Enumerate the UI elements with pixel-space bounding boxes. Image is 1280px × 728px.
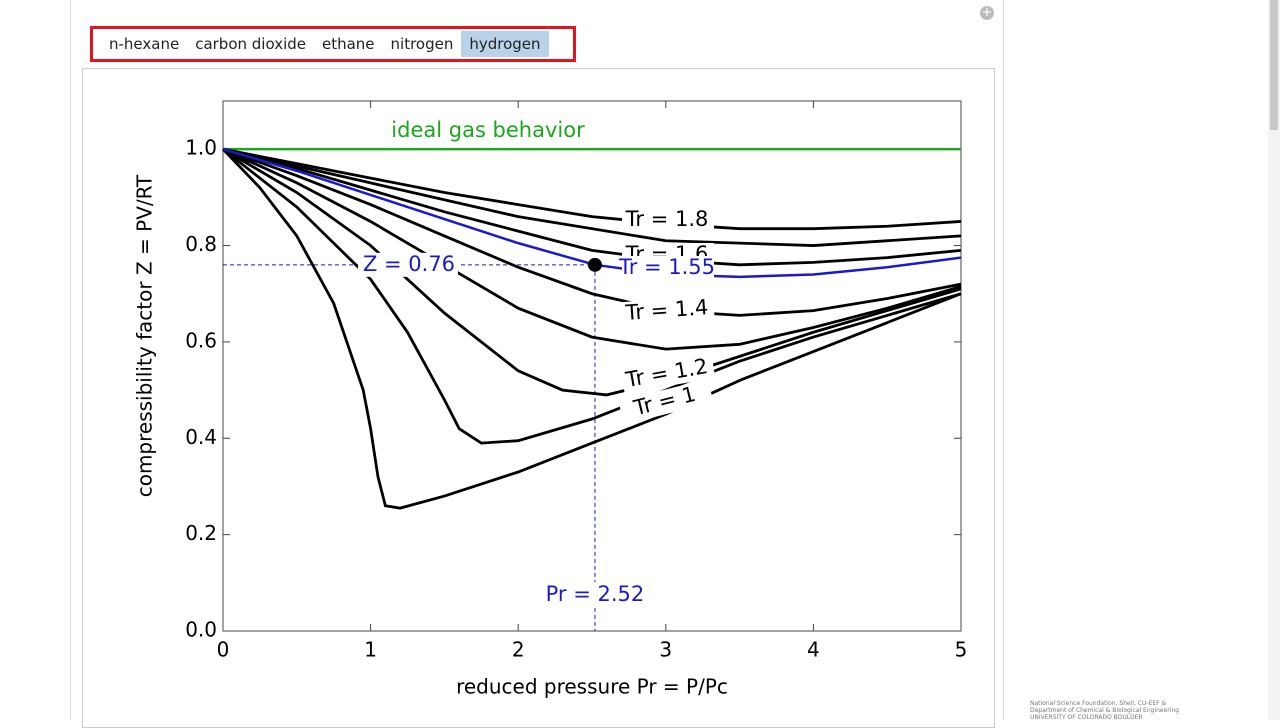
x-tick-label: 0 xyxy=(217,638,230,662)
curve xyxy=(222,147,962,231)
y-tick-label: 0.2 xyxy=(185,521,217,545)
x-tick-label: 4 xyxy=(807,638,820,662)
scroll-thumb[interactable] xyxy=(1270,0,1278,130)
curve xyxy=(222,147,962,279)
tab[interactable]: ethane xyxy=(321,35,375,53)
curve-label: ideal gas behavior xyxy=(391,118,585,142)
credit-line: UNIVERSITY OF COLORADO BOULDER xyxy=(1030,714,1143,721)
plot-frame xyxy=(222,100,962,632)
label-background xyxy=(618,378,714,425)
expand-button[interactable]: + xyxy=(980,5,994,20)
label-background xyxy=(622,256,714,280)
label-background xyxy=(621,295,715,327)
y-tick-label: 0.8 xyxy=(185,232,217,256)
tab[interactable]: hydrogen xyxy=(461,31,549,57)
curve xyxy=(222,147,962,317)
credit-line: Department of Chemical & Biological Engi… xyxy=(1030,707,1180,714)
curve-label: Tr = 1.55 xyxy=(618,255,715,279)
y-tick-label: 0.0 xyxy=(185,618,217,642)
credit: National Science Foundation, Shell, CU-E… xyxy=(1030,700,1179,721)
label-background xyxy=(545,582,647,608)
curve xyxy=(221,148,962,510)
y-tick-label: 0.4 xyxy=(185,425,217,449)
curve xyxy=(222,147,962,397)
curve xyxy=(222,148,962,445)
credit-line: National Science Foundation, Shell, CU-E… xyxy=(1030,700,1167,707)
curve xyxy=(222,147,962,267)
x-tick-label: 1 xyxy=(364,638,377,662)
tab[interactable]: carbon dioxide xyxy=(195,35,306,53)
curve-label-group: Tr = 1 xyxy=(618,378,714,425)
state-point xyxy=(587,257,602,272)
x-axis-label: reduced pressure Pr = P/Pc xyxy=(456,675,728,699)
curve-label-group: Tr = 1.8 xyxy=(622,207,714,232)
curve-label-group: ideal gas behavior xyxy=(391,118,585,142)
y-tick-label: 0.6 xyxy=(185,328,217,352)
curve-label: Tr = 1.8 xyxy=(625,207,709,231)
x-tick-label: 2 xyxy=(512,638,525,662)
tab[interactable]: nitrogen xyxy=(390,35,454,53)
x-tick-label: 3 xyxy=(659,638,672,662)
curve-label: Tr = 1.4 xyxy=(624,295,709,325)
point-y-label: Z = 0.76 xyxy=(363,252,455,276)
label-background xyxy=(620,354,716,394)
window-frame xyxy=(70,0,1004,720)
tab[interactable]: n-hexane xyxy=(109,35,180,53)
y-axis-label: compressibility factor Z = PV/RT xyxy=(133,174,157,497)
curve-label-group: Tr = 1.55 xyxy=(618,255,715,280)
tab-bar: n-hexane carbon dioxide ethane nitrogen hydr… xyxy=(90,26,576,62)
scrollbar[interactable] xyxy=(1268,0,1280,720)
label-background xyxy=(358,252,458,277)
curve xyxy=(222,147,962,247)
curve xyxy=(222,147,962,351)
x-tick-label: 5 xyxy=(955,638,968,662)
y-tick-label: 1.0 xyxy=(185,136,217,160)
label-background xyxy=(622,208,714,232)
point-x-label: Pr = 2.52 xyxy=(546,582,645,606)
curve-label-group: Tr = 1.4 xyxy=(621,295,715,327)
